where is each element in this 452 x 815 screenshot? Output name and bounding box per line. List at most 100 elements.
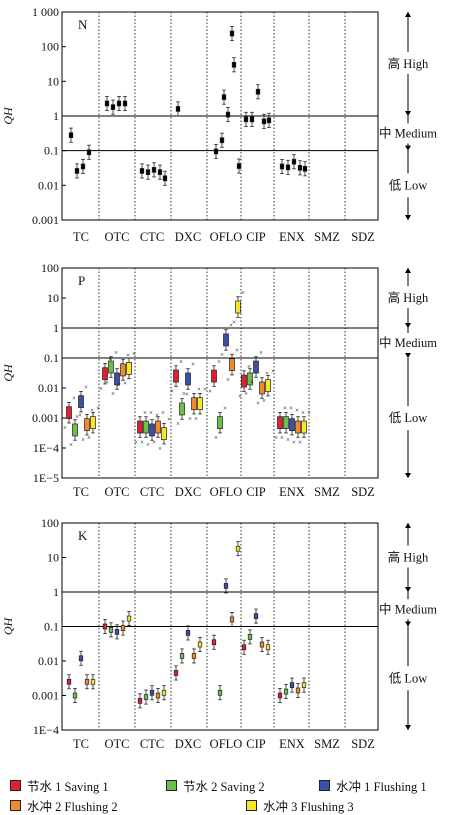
outlier-marker: × xyxy=(265,370,269,378)
box-mark xyxy=(66,406,72,420)
outlier-marker: × xyxy=(87,434,91,442)
outlier-marker: × xyxy=(111,390,115,398)
outlier-marker: × xyxy=(220,351,224,359)
x-tick-label: OFLO xyxy=(210,485,243,499)
box-mark xyxy=(110,104,116,111)
y-axis-label: QH xyxy=(1,106,15,125)
outlier-marker: × xyxy=(235,346,239,354)
outlier-marker: × xyxy=(188,415,192,423)
outlier-marker: × xyxy=(182,390,186,398)
box-mark xyxy=(279,163,285,170)
outlier-marker: × xyxy=(179,358,183,366)
box-mark xyxy=(120,363,126,377)
outlier-marker: × xyxy=(167,415,171,423)
box-mark xyxy=(253,613,259,619)
box-mark xyxy=(219,137,225,144)
box-mark xyxy=(236,163,242,169)
box-mark xyxy=(151,166,157,173)
outlier-marker: × xyxy=(146,441,150,449)
outlier-marker: × xyxy=(274,434,278,442)
box-mark xyxy=(261,118,267,125)
outlier-marker: × xyxy=(289,404,293,412)
outlier-marker: × xyxy=(155,412,159,420)
box-mark xyxy=(301,420,307,434)
box-mark xyxy=(235,545,241,552)
plot-frame xyxy=(61,267,379,479)
legend: 节水 1 Saving 1 节水 2 Saving 2 水冲 1 Flushin… xyxy=(6,772,452,814)
box-mark xyxy=(291,158,297,165)
legend-label-saving-2: 节水 2 Saving 2 xyxy=(183,780,265,794)
legend-item-flushing-1: 水冲 1 Flushing 1 xyxy=(319,776,427,795)
box-mark xyxy=(108,360,114,374)
box-mark xyxy=(221,94,227,100)
box-mark xyxy=(302,165,308,172)
outlier-marker: × xyxy=(203,385,207,393)
x-tick-label: SMZ xyxy=(314,230,340,244)
y-tick-label: 1 xyxy=(53,109,59,123)
box-mark xyxy=(223,583,229,589)
box-mark xyxy=(297,164,303,171)
y-tick-label: 0.1 xyxy=(44,620,59,634)
box-mark xyxy=(229,358,235,372)
arrow-head xyxy=(405,215,411,220)
box-mark xyxy=(259,641,265,648)
box-mark xyxy=(155,420,161,434)
box-mark xyxy=(301,682,307,688)
arrow-head xyxy=(405,725,411,730)
box-mark xyxy=(122,100,128,107)
x-tick-label: OTC xyxy=(105,485,130,499)
legend-swatch-flushing-3 xyxy=(246,800,257,811)
box-mark xyxy=(285,164,291,171)
box-mark xyxy=(68,132,74,139)
box-mark xyxy=(289,682,295,688)
y-tick-label: 0.1 xyxy=(44,351,59,365)
outlier-marker: × xyxy=(123,380,127,388)
outlier-marker: × xyxy=(280,434,284,442)
y-tick-label: 0.01 xyxy=(38,381,59,395)
panel-label: P xyxy=(78,273,85,288)
box-mark xyxy=(104,100,110,107)
x-tick-label: OFLO xyxy=(210,737,243,751)
box-mark xyxy=(114,372,120,386)
outlier-marker: × xyxy=(161,409,165,417)
outlier-marker: × xyxy=(158,445,162,453)
outlier-marker: × xyxy=(301,409,305,417)
box-mark xyxy=(277,692,283,699)
arrow-head xyxy=(405,145,411,151)
arrow-head xyxy=(405,323,411,328)
x-tick-label: SDZ xyxy=(351,737,375,751)
box-mark xyxy=(66,678,72,685)
box-mark xyxy=(265,379,271,392)
outlier-marker: × xyxy=(143,409,147,417)
arrow-head xyxy=(405,621,411,627)
box-mark xyxy=(74,168,80,174)
x-tick-label: CTC xyxy=(140,230,164,244)
box-mark xyxy=(161,427,167,441)
box-mark xyxy=(265,644,271,651)
box-mark xyxy=(191,397,197,411)
box-mark xyxy=(225,111,231,118)
box-mark xyxy=(90,678,96,685)
legend-item-saving-2: 节水 2 Saving 2 xyxy=(166,776,265,795)
outlier-marker: × xyxy=(117,381,121,389)
y-tick-label: 0.001 xyxy=(32,213,59,227)
box-mark xyxy=(120,625,126,631)
outlier-marker: × xyxy=(84,383,88,391)
legend-swatch-saving-1 xyxy=(10,780,21,791)
panel-label: N xyxy=(78,17,88,32)
outlier-marker: × xyxy=(149,409,153,417)
outlier-marker: × xyxy=(223,404,227,412)
x-tick-label: DXC xyxy=(175,485,201,499)
y-tick-label: 0.01 xyxy=(38,654,59,668)
outlier-marker: × xyxy=(69,441,73,449)
y-tick-label: 1E−5 xyxy=(33,471,59,485)
box-mark xyxy=(173,670,179,676)
box-mark xyxy=(235,300,241,314)
outlier-marker: × xyxy=(108,355,112,363)
outlier-marker: × xyxy=(170,387,174,395)
chart-panel-n: 0.001 0.01 0.1 1 10 100 1 000 N QH TC OTC CTC DXC OFL… xyxy=(1,5,437,244)
box-mark xyxy=(114,628,120,635)
y-tick-label: 1 xyxy=(53,585,59,599)
box-mark xyxy=(179,402,185,416)
level-label-medium: 中 Medium xyxy=(379,125,437,140)
